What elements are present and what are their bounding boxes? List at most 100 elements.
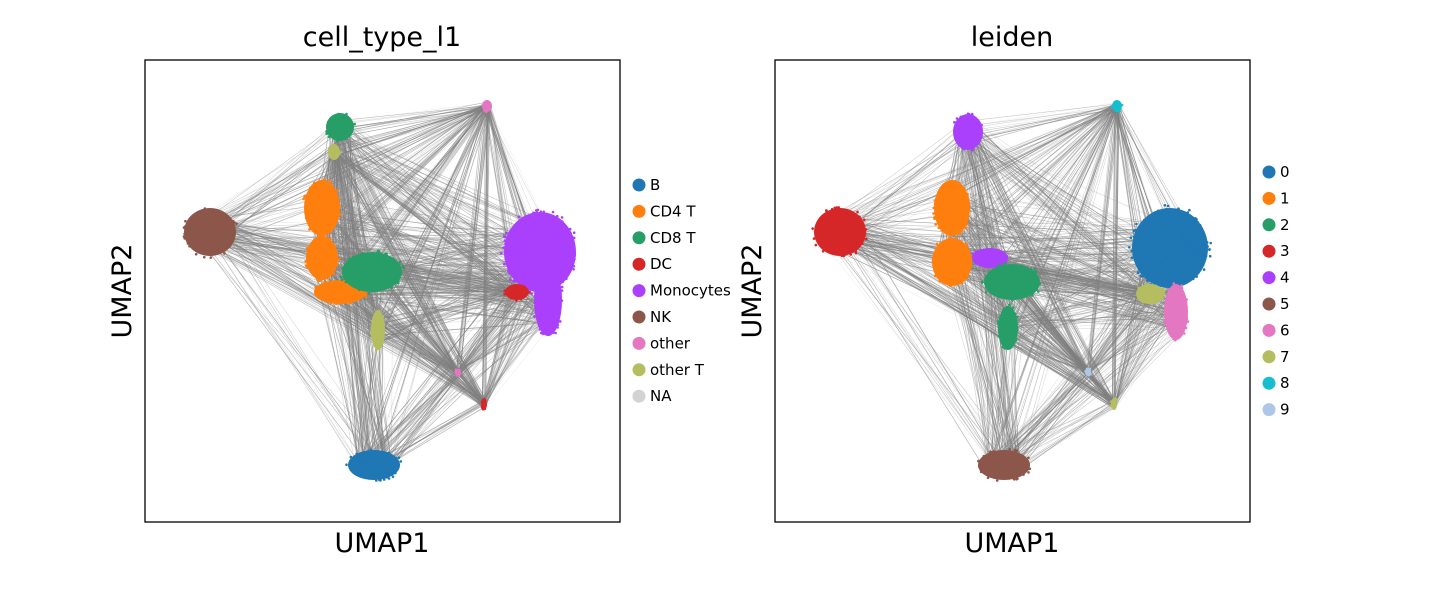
- cell-point: [1160, 253, 1163, 256]
- cell-point: [228, 245, 231, 248]
- cell-point: [1012, 330, 1016, 334]
- edge-line: [374, 103, 490, 458]
- cell-point: [535, 281, 539, 285]
- cell-point: [559, 230, 563, 234]
- edge-line: [365, 289, 521, 475]
- edge-line: [197, 129, 338, 222]
- cell-point: [950, 282, 953, 285]
- cell-point: [967, 254, 971, 257]
- edge-line: [377, 235, 517, 326]
- cell-point: [843, 244, 847, 248]
- edge-line: [379, 271, 518, 290]
- legend-label: B: [650, 176, 660, 194]
- edge-line: [379, 105, 487, 466]
- cell-point: [1007, 281, 1011, 285]
- cell-point: [940, 215, 943, 218]
- cell-point: [523, 280, 527, 284]
- edge-line: [377, 104, 491, 326]
- cell-point: [1022, 473, 1025, 476]
- edge-line: [377, 341, 483, 406]
- cell-point: [357, 474, 360, 477]
- cell-point: [1030, 279, 1033, 282]
- cell-point: [1167, 313, 1171, 316]
- cell-point: [1142, 230, 1145, 233]
- cell-point: [962, 259, 965, 263]
- cell-point: [1194, 231, 1197, 234]
- edge-line: [375, 403, 486, 466]
- edge-line: [335, 108, 484, 152]
- cell-point: [199, 234, 203, 237]
- edge-line: [377, 339, 458, 373]
- cell-point: [480, 406, 484, 409]
- cell-point: [1183, 228, 1186, 231]
- panel-title: cell_type_l1: [303, 22, 461, 53]
- cell-point: [973, 132, 977, 135]
- cell-point: [328, 179, 331, 182]
- cell-point: [969, 259, 973, 263]
- edge-line: [458, 109, 487, 372]
- edge-line: [208, 221, 486, 408]
- cell-point: [530, 255, 533, 259]
- cell-point: [353, 269, 357, 273]
- cell-point: [947, 213, 950, 217]
- cell-point: [1002, 291, 1005, 295]
- cell-point: [1169, 228, 1172, 232]
- cell-point: [933, 251, 937, 255]
- cell-point: [375, 479, 378, 482]
- edge-line: [337, 146, 535, 234]
- cell-point: [1202, 244, 1205, 247]
- cell-point: [331, 243, 334, 247]
- cell-point: [980, 462, 983, 465]
- cell-point: [971, 252, 974, 255]
- cell-point: [957, 142, 961, 145]
- edge-line: [335, 128, 560, 228]
- cell-point: [1172, 286, 1175, 290]
- cell-point: [381, 458, 384, 462]
- cell-point: [1169, 301, 1173, 305]
- cell-point: [516, 228, 519, 232]
- cell-point: [340, 278, 344, 282]
- cell-point: [1137, 286, 1140, 290]
- cell-point: [827, 242, 831, 245]
- cell-point: [328, 237, 332, 240]
- cell-point: [546, 279, 550, 282]
- cell-point: [831, 219, 835, 223]
- cell-point: [329, 250, 333, 253]
- cell-point: [559, 254, 562, 257]
- cell-point: [1032, 289, 1036, 293]
- cell-point: [499, 252, 503, 255]
- cell-point: [319, 224, 323, 228]
- cell-point: [331, 213, 335, 216]
- cell-point: [1026, 463, 1030, 467]
- cell-point: [986, 476, 990, 480]
- cell-point: [194, 213, 198, 217]
- cell-point: [980, 260, 984, 263]
- edge-line: [219, 222, 373, 466]
- cell-point: [1175, 272, 1178, 275]
- cell-point: [1178, 313, 1181, 317]
- cell-point: [998, 335, 1001, 338]
- cell-point: [1180, 320, 1184, 324]
- cell-point: [1182, 324, 1185, 328]
- cell-point: [827, 249, 831, 252]
- cell-point: [553, 231, 556, 234]
- cell-point: [392, 277, 396, 280]
- edge-line: [226, 227, 370, 461]
- cell-point: [338, 204, 341, 207]
- cell-point: [1169, 278, 1172, 281]
- cell-point: [830, 229, 833, 232]
- cell-point: [549, 307, 553, 311]
- cell-point: [947, 262, 951, 266]
- y-axis-label: UMAP2: [737, 244, 768, 339]
- cell-point: [977, 137, 980, 140]
- cell-point: [957, 225, 960, 229]
- cell-point: [958, 272, 962, 275]
- cell-point: [547, 276, 550, 279]
- cell-point: [846, 239, 849, 242]
- cell-point: [509, 233, 512, 236]
- cell-point: [1186, 251, 1190, 255]
- cell-point: [486, 100, 490, 103]
- cell-point: [360, 452, 363, 456]
- cell-point: [537, 237, 540, 240]
- cell-point: [1148, 222, 1152, 225]
